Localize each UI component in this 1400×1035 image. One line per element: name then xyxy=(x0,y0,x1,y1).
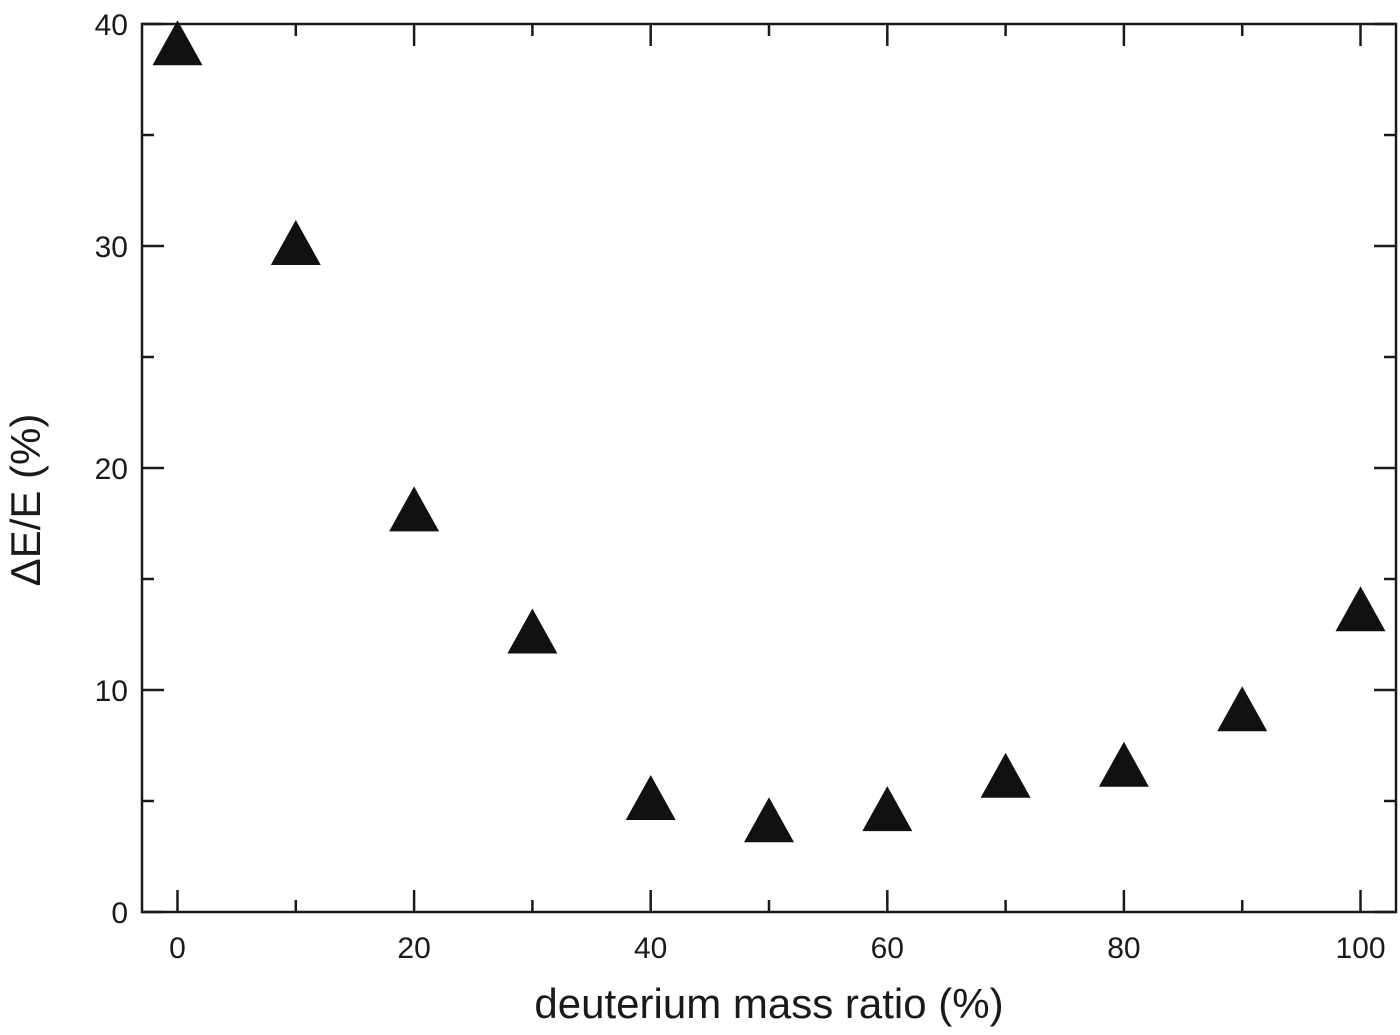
y-tick-label: 20 xyxy=(95,453,128,486)
data-point-triangle xyxy=(625,775,676,820)
data-point-triangle xyxy=(507,608,558,654)
y-tick-label: 0 xyxy=(111,897,128,930)
y-tick-label: 40 xyxy=(95,9,128,42)
y-tick-label: 30 xyxy=(95,231,128,264)
data-point-triangle xyxy=(152,20,203,66)
x-tick-label: 100 xyxy=(1335,932,1385,965)
data-point-triangle xyxy=(1217,686,1268,732)
x-tick-label: 60 xyxy=(871,932,904,965)
x-tick-label: 0 xyxy=(169,932,186,965)
data-point-triangle xyxy=(1098,741,1149,787)
data-point-triangle xyxy=(389,486,440,532)
plot-frame xyxy=(140,22,1398,914)
axis-ticks xyxy=(142,22,1396,914)
data-point-triangle xyxy=(1335,586,1386,632)
data-point-triangle xyxy=(744,797,794,843)
x-tick-label: 20 xyxy=(397,932,430,965)
y-axis-title: ΔE/E (%) xyxy=(2,414,49,587)
x-axis-title: deuterium mass ratio (%) xyxy=(534,980,1003,1027)
x-tick-label: 40 xyxy=(634,932,667,965)
data-point-triangle xyxy=(862,786,913,832)
data-points xyxy=(152,20,1386,843)
y-tick-label: 10 xyxy=(95,675,128,708)
tick-labels: 0 20 40 60 80 100 0 10 20 30 40 xyxy=(95,9,1386,965)
data-point-triangle xyxy=(270,220,321,265)
x-tick-label: 80 xyxy=(1107,932,1140,965)
data-point-triangle xyxy=(980,752,1031,798)
